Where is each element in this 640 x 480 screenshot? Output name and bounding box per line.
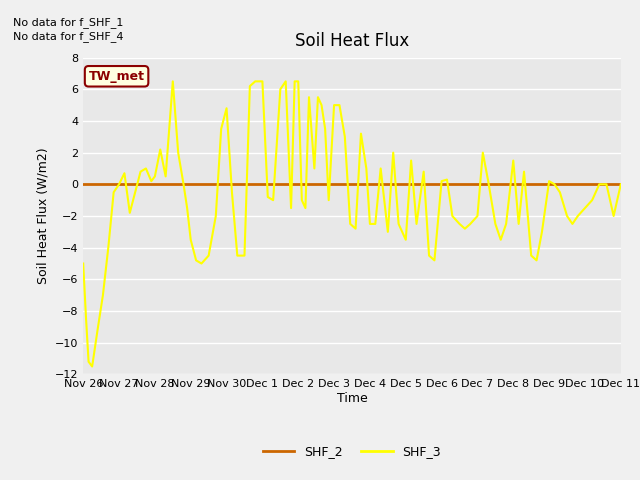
X-axis label: Time: Time [337,392,367,405]
Y-axis label: Soil Heat Flux (W/m2): Soil Heat Flux (W/m2) [36,148,49,284]
Text: No data for f_SHF_4: No data for f_SHF_4 [13,31,124,42]
Text: TW_met: TW_met [88,70,145,83]
Legend: SHF_2, SHF_3: SHF_2, SHF_3 [258,440,446,463]
Text: No data for f_SHF_1: No data for f_SHF_1 [13,17,123,28]
Title: Soil Heat Flux: Soil Heat Flux [295,33,409,50]
